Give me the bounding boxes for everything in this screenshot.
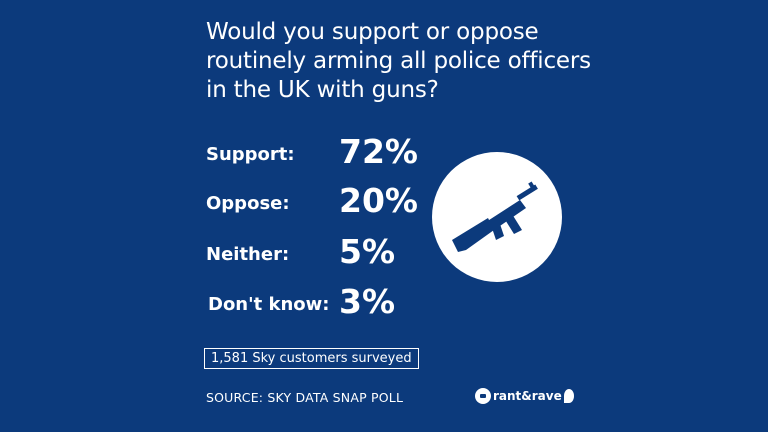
result-row-oppose: Oppose: 20%: [206, 181, 446, 231]
gun-icon-graphic: [452, 181, 538, 252]
result-value: 3%: [339, 282, 396, 321]
sample-size-note: 1,581 Sky customers surveyed: [204, 348, 419, 369]
result-label: Oppose:: [206, 193, 290, 214]
result-row-neither: Neither: 5%: [206, 232, 446, 282]
question-line: Would you support or oppose: [206, 19, 539, 45]
result-row-dont-know: Don't know: 3%: [206, 282, 446, 332]
result-label: Neither:: [206, 244, 290, 265]
logo-mark-icon: [475, 388, 491, 404]
result-row-support: Support: 72%: [206, 132, 446, 182]
question-line: routinely arming all police officers: [206, 48, 591, 74]
source-note: SOURCE: SKY DATA SNAP POLL: [206, 390, 404, 405]
logo-text: rant&rave: [493, 389, 562, 403]
rant-and-rave-logo: rant&rave: [475, 386, 574, 406]
result-value: 20%: [339, 181, 418, 220]
result-label: Don't know:: [208, 294, 330, 315]
poll-question: Would you support or oppose routinely ar…: [206, 18, 626, 105]
question-line: in the UK with guns?: [206, 77, 439, 103]
result-value: 5%: [339, 232, 396, 271]
logo-quote-icon: [563, 389, 574, 403]
result-value: 72%: [339, 132, 418, 171]
result-label: Support:: [206, 144, 295, 165]
gun-icon: [432, 152, 562, 282]
